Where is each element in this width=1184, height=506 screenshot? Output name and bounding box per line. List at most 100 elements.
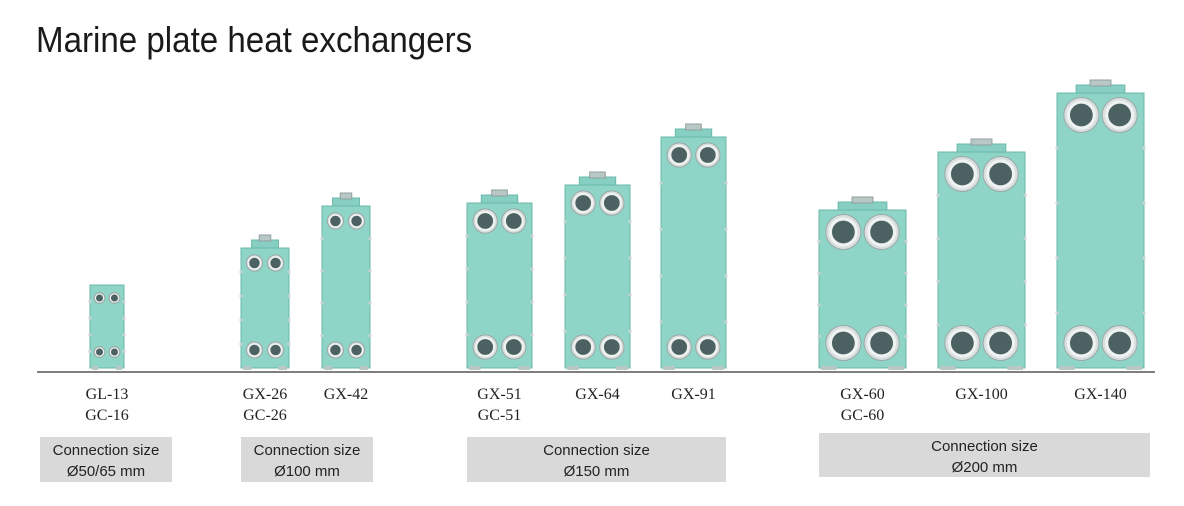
bolt bbox=[904, 334, 908, 338]
port bbox=[573, 336, 594, 358]
plate-foot bbox=[821, 366, 837, 370]
model-name: GX-64 bbox=[575, 386, 619, 403]
port bbox=[109, 347, 119, 357]
heat-exchanger bbox=[659, 123, 728, 370]
heat-exchanger bbox=[465, 189, 534, 370]
port bbox=[503, 336, 524, 358]
model-name: GC-60 bbox=[841, 407, 885, 424]
bolt bbox=[239, 294, 243, 298]
bolt bbox=[724, 181, 728, 185]
bolt bbox=[239, 318, 243, 322]
bolt bbox=[368, 236, 372, 240]
plate-cap bbox=[685, 123, 702, 131]
connection-label: Connection size bbox=[53, 442, 160, 459]
port bbox=[828, 328, 858, 358]
bolt bbox=[320, 334, 324, 338]
connection-box bbox=[40, 437, 172, 482]
port bbox=[669, 336, 690, 358]
bolt bbox=[1055, 256, 1059, 260]
bolt bbox=[530, 333, 534, 337]
bolt bbox=[659, 274, 663, 278]
bolt bbox=[817, 240, 821, 244]
plate-body bbox=[321, 205, 371, 369]
bolt bbox=[817, 271, 821, 275]
bolt bbox=[1142, 201, 1146, 205]
bolt bbox=[88, 316, 92, 320]
bolt bbox=[122, 349, 126, 353]
model-name: GX-42 bbox=[324, 386, 368, 403]
bolt bbox=[724, 227, 728, 231]
bolt bbox=[817, 334, 821, 338]
port bbox=[1105, 100, 1135, 130]
port bbox=[947, 328, 977, 358]
bolt bbox=[465, 333, 469, 337]
bolt bbox=[817, 303, 821, 307]
connection-label: Ø200 mm bbox=[952, 459, 1018, 476]
bolt bbox=[1023, 323, 1027, 327]
bolt bbox=[659, 320, 663, 324]
bolt bbox=[287, 294, 291, 298]
heat-exchanger bbox=[320, 192, 372, 370]
heat-exchanger bbox=[239, 234, 291, 370]
port bbox=[947, 159, 977, 189]
plate-foot bbox=[324, 366, 333, 370]
plate-body bbox=[660, 136, 727, 369]
heat-exchanger bbox=[936, 138, 1027, 370]
bolt bbox=[368, 269, 372, 273]
bolt bbox=[1055, 201, 1059, 205]
bolt bbox=[904, 271, 908, 275]
port bbox=[867, 328, 897, 358]
port bbox=[986, 328, 1016, 358]
bolt bbox=[122, 300, 126, 304]
bolt bbox=[287, 342, 291, 346]
connection-label: Ø150 mm bbox=[564, 463, 630, 480]
port bbox=[697, 336, 718, 358]
model-name: GX-140 bbox=[1074, 386, 1126, 403]
plate-body bbox=[1056, 92, 1145, 369]
bolt bbox=[1023, 236, 1027, 240]
bolt bbox=[936, 280, 940, 284]
bolt bbox=[904, 240, 908, 244]
port bbox=[95, 293, 105, 303]
connection-label: Connection size bbox=[931, 438, 1038, 455]
plate-foot bbox=[940, 366, 956, 370]
bolt bbox=[1023, 193, 1027, 197]
bolt bbox=[287, 270, 291, 274]
bolt bbox=[563, 329, 567, 333]
bolt bbox=[122, 316, 126, 320]
port bbox=[349, 214, 364, 228]
model-name: GL-13 bbox=[86, 386, 129, 403]
plate-foot bbox=[712, 366, 724, 370]
port bbox=[109, 293, 119, 303]
bolt bbox=[628, 220, 632, 224]
plate-foot bbox=[616, 366, 628, 370]
bolt bbox=[368, 334, 372, 338]
port bbox=[95, 347, 105, 357]
bolt bbox=[320, 236, 324, 240]
model-name: GX-60 bbox=[840, 386, 884, 403]
connection-label: Connection size bbox=[254, 442, 361, 459]
port bbox=[349, 343, 364, 357]
bolt bbox=[936, 236, 940, 240]
port bbox=[268, 256, 283, 270]
heat-exchanger bbox=[88, 284, 126, 370]
plate-cap bbox=[339, 192, 353, 200]
port bbox=[268, 343, 283, 357]
plate-foot bbox=[663, 366, 675, 370]
bolt bbox=[122, 333, 126, 337]
plate-cap bbox=[258, 234, 272, 242]
plate-foot bbox=[359, 366, 368, 370]
heat-exchanger bbox=[563, 171, 632, 370]
connection-label: Ø100 mm bbox=[274, 463, 340, 480]
bolt bbox=[1055, 311, 1059, 315]
port bbox=[867, 217, 897, 247]
bolt bbox=[724, 274, 728, 278]
port bbox=[328, 214, 343, 228]
bolt bbox=[368, 301, 372, 305]
model-name: GC-51 bbox=[478, 407, 522, 424]
bolt bbox=[1142, 311, 1146, 315]
plate-cap bbox=[491, 189, 508, 197]
bolt bbox=[88, 349, 92, 353]
port bbox=[328, 343, 343, 357]
